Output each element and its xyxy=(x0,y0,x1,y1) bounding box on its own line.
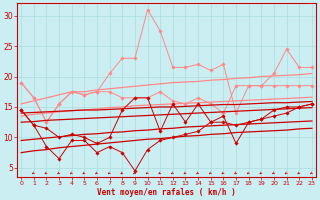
X-axis label: Vent moyen/en rafales ( km/h ): Vent moyen/en rafales ( km/h ) xyxy=(97,188,236,197)
